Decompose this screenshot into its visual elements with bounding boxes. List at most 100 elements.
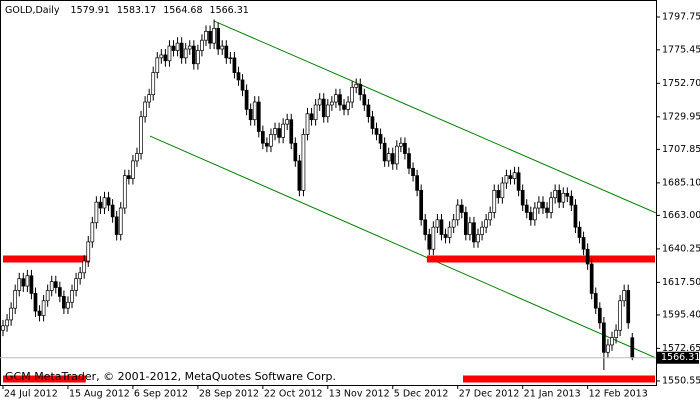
candle-body <box>131 160 135 179</box>
candle-body <box>399 142 403 147</box>
candle-body <box>382 142 387 162</box>
candle-body <box>342 104 346 110</box>
candle-body <box>537 201 541 209</box>
candle-body <box>94 201 99 224</box>
price-label: 1566.31 <box>661 352 700 363</box>
candle-body <box>573 204 578 228</box>
candle-body <box>216 28 221 50</box>
candle-body <box>492 190 497 213</box>
candle-body <box>49 281 54 291</box>
candle-body <box>114 216 119 235</box>
candle-body <box>447 226 452 238</box>
candle-body <box>581 237 586 250</box>
candle-body <box>281 123 285 138</box>
candle-body <box>553 190 558 199</box>
annotation-line <box>149 135 657 359</box>
candle-body <box>626 290 631 324</box>
candle-body <box>143 101 147 118</box>
candle-body <box>610 337 614 346</box>
x-tick-label: 15 Aug 2012 <box>69 389 130 400</box>
candle-body <box>228 57 233 60</box>
y-tick-label: 1595.40 <box>662 309 700 320</box>
candle-body <box>62 296 66 309</box>
candle-body <box>78 272 82 280</box>
candle-body <box>167 45 172 62</box>
candle-body <box>5 319 9 327</box>
candle-body <box>1 325 5 331</box>
candle-body <box>17 278 22 291</box>
candle-body <box>533 207 537 221</box>
plot-area <box>0 19 657 383</box>
candle-body <box>301 134 306 191</box>
candle-body <box>232 57 237 73</box>
candle-body <box>565 192 570 197</box>
candle-body <box>350 86 355 103</box>
candle-body <box>118 207 123 235</box>
candle-body <box>252 101 257 121</box>
candle-body <box>520 190 525 206</box>
candle-body <box>53 281 58 288</box>
candle-body <box>159 54 164 59</box>
candle-body <box>98 201 103 209</box>
candle-body <box>585 248 590 265</box>
candle-body <box>305 113 310 135</box>
candle-body <box>508 175 513 179</box>
candle-body <box>374 128 379 135</box>
y-tick-label: 1797.75 <box>662 12 700 23</box>
candle-body <box>265 142 269 147</box>
candle-body <box>362 94 367 106</box>
candle-body <box>220 45 225 50</box>
candle-body <box>358 84 363 96</box>
candle-body <box>187 45 192 50</box>
x-tick-label: 28 Sep 2012 <box>199 389 259 400</box>
candle-body <box>175 42 180 51</box>
y-tick-label: 1617.50 <box>662 277 700 288</box>
candle-body <box>569 195 574 206</box>
candle-body <box>45 290 50 302</box>
candle-body <box>86 241 91 262</box>
candle-body <box>179 42 184 59</box>
candle-body <box>630 337 635 359</box>
candle-body <box>394 145 399 165</box>
x-tick-label: 21 Jan 2013 <box>524 389 581 400</box>
candle-body <box>618 300 622 331</box>
y-tick-label: 1550.55 <box>662 375 700 386</box>
candle-body <box>451 219 456 228</box>
last-close: 1566.31 <box>210 5 249 16</box>
candle-body <box>589 263 594 294</box>
candle-body <box>423 219 428 235</box>
candle-body <box>346 101 350 110</box>
candle-body <box>106 197 111 206</box>
candle-body <box>484 219 488 228</box>
candle-body <box>135 153 139 162</box>
candle-body <box>415 175 419 191</box>
candle-body <box>277 128 281 138</box>
candle-body <box>9 307 13 321</box>
candle-body <box>151 72 156 96</box>
candle-body <box>516 172 521 191</box>
y-tick-label: 1640.25 <box>662 243 700 254</box>
price-box <box>657 351 699 364</box>
x-tick-label: 13 Nov 2012 <box>329 389 390 400</box>
candle-body <box>334 94 338 103</box>
candle-body <box>309 113 314 121</box>
x-tick-label: 6 Sep 2012 <box>134 389 188 400</box>
candle-body <box>200 39 204 51</box>
plot-frame <box>0 0 657 386</box>
candle-body <box>248 109 253 121</box>
candle-body <box>431 226 436 250</box>
y-tick-label: 1752.70 <box>662 78 700 89</box>
candle-body <box>74 278 78 291</box>
candle-body <box>338 94 342 106</box>
candle-body <box>212 28 216 44</box>
candle-body <box>557 190 562 203</box>
candle-body <box>70 290 74 303</box>
candle-body <box>443 234 448 238</box>
candle-body <box>82 260 87 274</box>
candle-body <box>122 175 127 209</box>
candle-body <box>13 290 18 309</box>
candle-body <box>403 142 407 154</box>
candle-body <box>37 310 42 316</box>
candle-body <box>139 116 143 154</box>
candle-body <box>435 219 440 228</box>
